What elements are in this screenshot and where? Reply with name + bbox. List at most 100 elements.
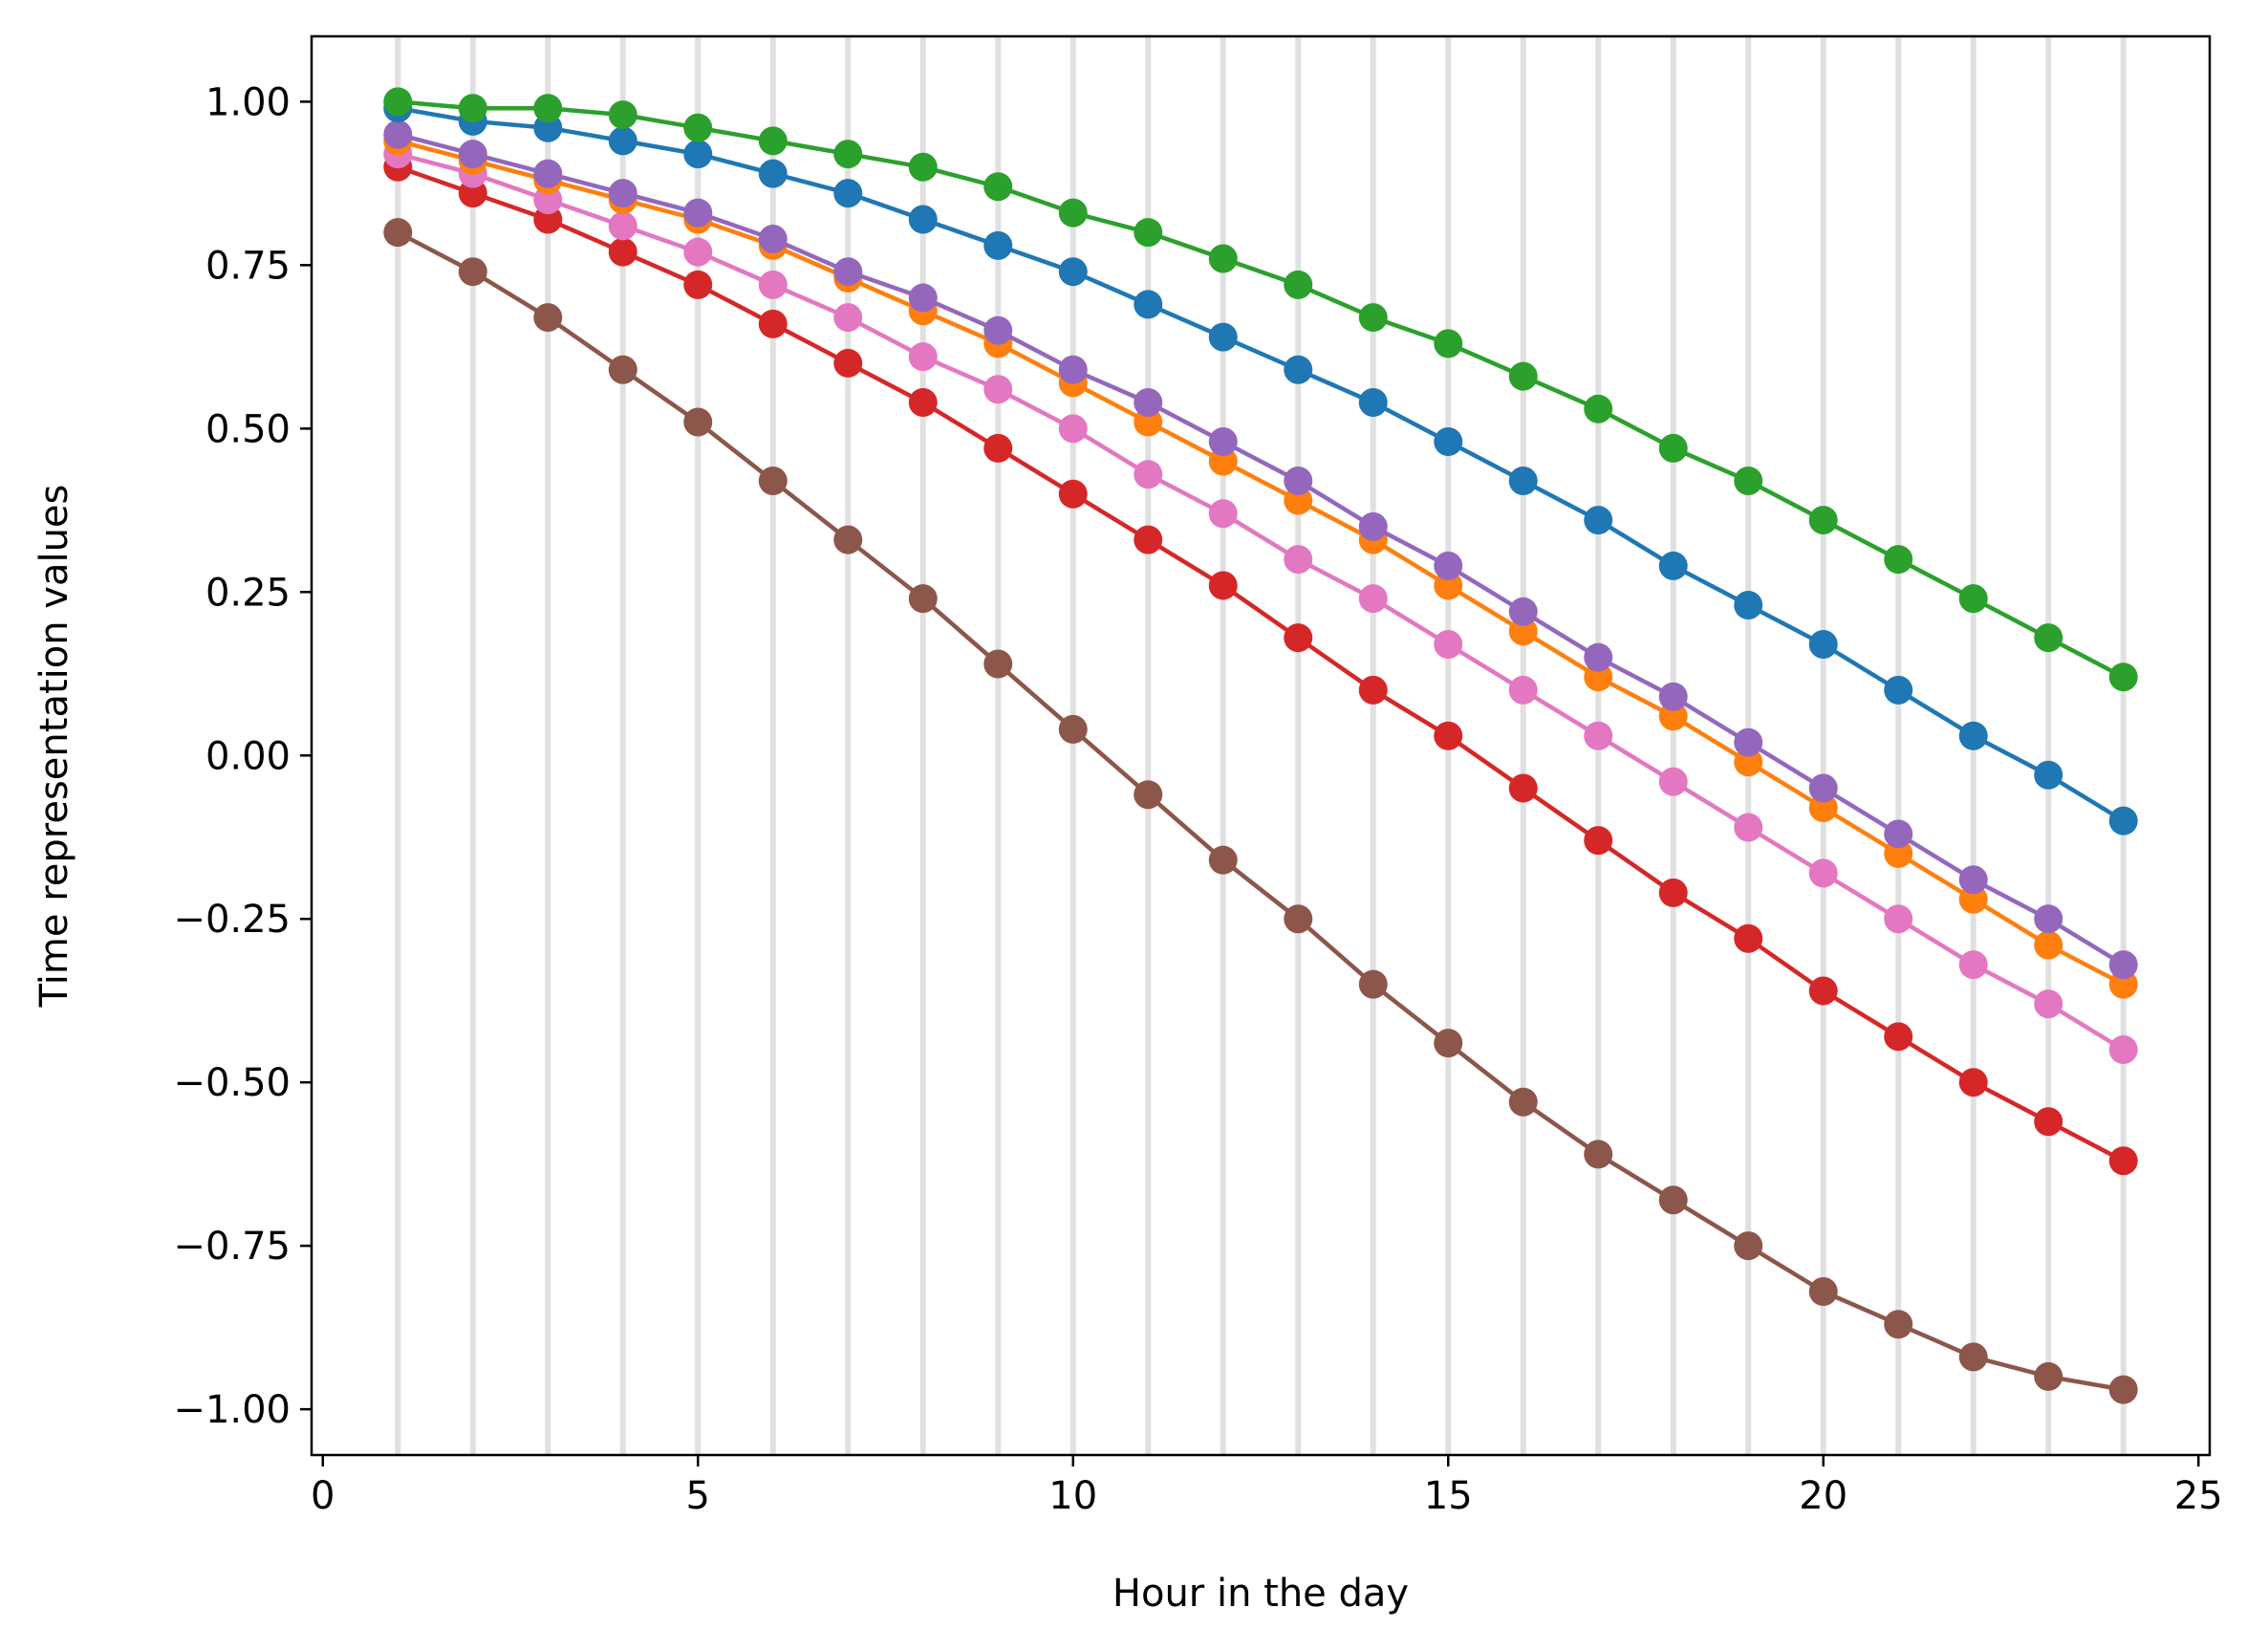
x-tick-label: 25 <box>2174 1474 2223 1518</box>
data-point <box>1734 467 1763 496</box>
data-point <box>1658 1185 1688 1215</box>
plot-area <box>312 36 2210 1455</box>
data-point <box>758 225 788 253</box>
data-point <box>683 198 713 228</box>
data-point <box>1358 387 1388 417</box>
data-point <box>833 525 863 554</box>
data-point <box>1058 257 1088 287</box>
axes-frame <box>310 34 2212 1457</box>
y-tick-label: −0.75 <box>173 1225 291 1269</box>
data-point <box>908 584 938 614</box>
series-2 <box>383 87 2138 692</box>
data-point <box>1058 198 1088 228</box>
data-point <box>1058 355 1088 384</box>
data-point <box>608 126 637 156</box>
data-point <box>1884 545 1913 575</box>
data-point <box>1884 675 1913 705</box>
data-point <box>833 348 863 378</box>
x-tick-label: 5 <box>686 1474 710 1518</box>
data-point <box>983 315 1013 345</box>
data-point <box>1134 780 1163 810</box>
x-tick-label: 0 <box>311 1474 335 1518</box>
data-point <box>1658 551 1688 580</box>
data-point <box>608 211 637 241</box>
data-point <box>2034 989 2063 1019</box>
data-point <box>1584 1140 1613 1169</box>
data-point <box>1134 218 1163 248</box>
data-point <box>533 159 563 188</box>
y-tick-label: 0.50 <box>205 407 291 451</box>
data-point <box>2108 969 2138 999</box>
data-point <box>2108 950 2138 980</box>
data-point <box>1284 467 1313 496</box>
data-point <box>1958 950 1988 980</box>
data-point <box>2108 1146 2138 1176</box>
data-point <box>1884 819 1913 849</box>
data-point <box>458 179 487 208</box>
data-point <box>1884 838 1913 868</box>
data-point <box>1434 329 1463 358</box>
data-point <box>908 152 938 182</box>
data-point <box>1358 584 1388 614</box>
data-point <box>1808 773 1838 803</box>
data-point <box>1958 584 1988 614</box>
data-point <box>608 100 637 130</box>
data-point <box>2108 806 2138 836</box>
y-tick-label: −0.25 <box>173 898 291 942</box>
x-axis-label: Hour in the day <box>1112 1572 1409 1616</box>
data-point <box>1808 976 1838 1006</box>
data-point <box>1208 446 1238 476</box>
data-point <box>383 119 413 149</box>
data-point <box>1884 904 1913 934</box>
data-point <box>1508 773 1538 803</box>
data-point <box>1508 467 1538 496</box>
data-point <box>1284 486 1313 515</box>
x-tick-label: 10 <box>1048 1474 1097 1518</box>
data-point <box>458 94 487 123</box>
data-point <box>683 113 713 142</box>
data-point <box>458 257 487 287</box>
data-point <box>1358 303 1388 333</box>
y-axis-ticks: 1.00 0.75 0.50 0.25 0.00 −0.25 −0.50 −0.75 −1.00 <box>173 80 312 1432</box>
data-point <box>1358 969 1388 999</box>
data-point <box>833 303 863 333</box>
data-point <box>1358 511 1388 541</box>
data-point <box>983 433 1013 463</box>
data-point <box>833 257 863 287</box>
data-point <box>2108 1035 2138 1064</box>
data-point <box>533 94 563 123</box>
data-point <box>1358 675 1388 705</box>
data-point <box>1434 551 1463 580</box>
y-tick-label: −1.00 <box>173 1388 291 1432</box>
data-point <box>833 179 863 208</box>
data-point <box>1058 714 1088 744</box>
data-point <box>1058 479 1088 509</box>
data-point <box>2034 1107 2063 1137</box>
data-point <box>1134 290 1163 319</box>
data-point <box>1734 728 1763 757</box>
data-point <box>533 205 563 234</box>
data-point <box>1284 904 1313 934</box>
data-point <box>1808 630 1838 659</box>
data-point <box>683 407 713 437</box>
data-point <box>1134 460 1163 489</box>
data-point <box>1508 361 1538 391</box>
data-point <box>608 237 637 267</box>
data-point <box>608 179 637 208</box>
data-point <box>1434 630 1463 659</box>
x-tick-label: 20 <box>1799 1474 1847 1518</box>
data-point <box>1884 1022 1913 1052</box>
data-point <box>1508 675 1538 705</box>
x-tick-label: 15 <box>1424 1474 1473 1518</box>
data-point <box>983 375 1013 404</box>
data-point <box>1958 884 1988 914</box>
data-point <box>1208 427 1238 456</box>
data-point <box>1584 506 1613 535</box>
data-point <box>458 140 487 169</box>
data-point <box>2108 1375 2138 1404</box>
data-point <box>1208 322 1238 352</box>
data-point <box>1808 1277 1838 1307</box>
data-point <box>1808 506 1838 535</box>
data-point <box>1958 721 1988 750</box>
